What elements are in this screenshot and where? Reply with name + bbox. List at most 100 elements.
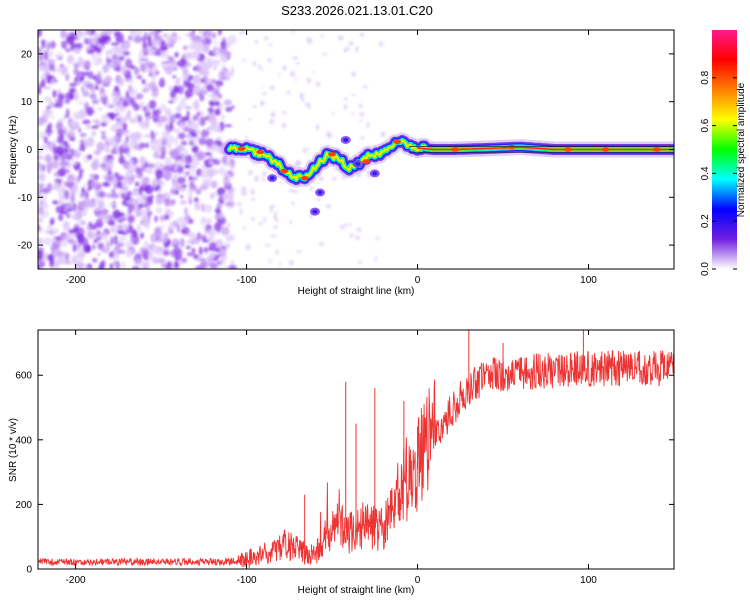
ridge-hotspot <box>256 149 265 155</box>
noise-speckle <box>216 212 225 219</box>
noise-speckle <box>205 57 212 62</box>
noise-speckle <box>85 83 94 89</box>
noise-speckle <box>172 220 178 228</box>
noise-speckle <box>89 173 95 179</box>
noise-speckle <box>374 237 381 240</box>
noise-speckle <box>145 195 154 206</box>
noise-speckle <box>205 38 212 45</box>
noise-speckle <box>139 105 144 111</box>
noise-speckle <box>197 258 207 262</box>
noise-speckle <box>230 159 235 169</box>
noise-speckle <box>245 244 252 250</box>
noise-speckle <box>38 164 41 171</box>
noise-speckle <box>85 106 94 116</box>
noise-speckle <box>91 180 99 188</box>
noise-speckle <box>149 138 159 144</box>
noise-speckle <box>69 136 76 142</box>
noise-speckle <box>214 108 220 116</box>
noise-speckle <box>141 192 145 199</box>
noise-speckle <box>200 60 206 66</box>
noise-speckle <box>278 262 282 266</box>
noise-speckle <box>374 255 377 262</box>
noise-speckle <box>93 238 98 243</box>
noise-speckle <box>176 105 182 113</box>
noise-speckle <box>224 70 232 80</box>
noise-speckle <box>201 239 210 243</box>
noise-speckle <box>360 136 365 140</box>
noise-speckle <box>220 249 227 256</box>
noise-speckle <box>227 34 237 45</box>
noise-speckle <box>238 203 241 207</box>
noise-speckle <box>269 43 272 48</box>
noise-speckle <box>152 72 156 80</box>
noise-speckle <box>252 61 257 67</box>
colorbar-tick-label: 0.0 <box>700 262 711 276</box>
noise-speckle <box>114 235 118 245</box>
noise-speckle <box>200 260 209 269</box>
noise-speckle <box>65 34 75 45</box>
noise-speckle <box>139 58 149 62</box>
noise-speckle <box>261 67 264 71</box>
noise-speckle <box>49 230 54 235</box>
noise-speckle <box>134 262 138 268</box>
noise-speckle <box>56 146 64 156</box>
noise-speckle <box>44 158 52 162</box>
noise-speckle <box>173 246 182 256</box>
noise-speckle <box>95 46 102 54</box>
noise-speckle <box>104 146 111 153</box>
noise-speckle <box>79 212 88 216</box>
noise-speckle <box>159 115 167 123</box>
snr-y-tick-label: 0 <box>26 565 32 576</box>
ridge-hotspot <box>652 147 661 152</box>
noise-speckle <box>88 201 96 208</box>
noise-speckle <box>110 91 120 100</box>
noise-speckle <box>169 114 176 124</box>
noise-speckle <box>325 204 332 209</box>
noise-speckle <box>150 129 154 139</box>
noise-speckle <box>41 39 46 50</box>
noise-speckle <box>84 60 92 67</box>
noise-speckle <box>224 124 233 128</box>
noise-speckle <box>41 145 48 149</box>
noise-speckle <box>43 135 48 144</box>
noise-speckle <box>96 218 103 222</box>
noise-speckle <box>46 182 53 192</box>
noise-speckle <box>177 176 186 184</box>
noise-speckle <box>144 61 153 69</box>
noise-speckle <box>87 231 95 240</box>
noise-speckle <box>145 142 149 149</box>
noise-speckle <box>245 135 249 140</box>
noise-speckle <box>173 174 179 179</box>
noise-speckle <box>38 193 45 198</box>
noise-speckle <box>133 35 142 44</box>
noise-speckle <box>321 33 324 39</box>
noise-speckle <box>38 30 43 38</box>
noise-speckle <box>97 190 106 199</box>
figure-title: S233.2026.021.13.01.C20 <box>281 3 433 18</box>
noise-speckle <box>243 225 246 231</box>
noise-speckle <box>180 229 186 234</box>
noise-speckle <box>60 202 66 212</box>
noise-speckle <box>195 168 203 177</box>
noise-speckle <box>268 119 275 125</box>
noise-speckle <box>228 170 234 178</box>
noise-speckle <box>182 126 192 133</box>
noise-speckle <box>155 236 161 241</box>
noise-speckle <box>78 100 83 106</box>
noise-speckle <box>109 136 115 147</box>
noise-speckle <box>66 54 75 65</box>
noise-speckle <box>107 63 115 69</box>
noise-speckle <box>107 158 114 165</box>
noise-speckle <box>357 146 360 149</box>
noise-speckle <box>179 85 184 93</box>
noise-speckle <box>301 97 305 103</box>
noise-speckle <box>150 233 158 243</box>
noise-speckle <box>290 70 295 78</box>
noise-speckle <box>178 132 186 140</box>
noise-speckle <box>127 35 133 42</box>
noise-speckle <box>57 118 66 122</box>
noise-speckle <box>133 103 140 111</box>
noise-speckle <box>194 197 199 203</box>
noise-speckle <box>179 122 185 129</box>
noise-speckle <box>117 243 124 247</box>
